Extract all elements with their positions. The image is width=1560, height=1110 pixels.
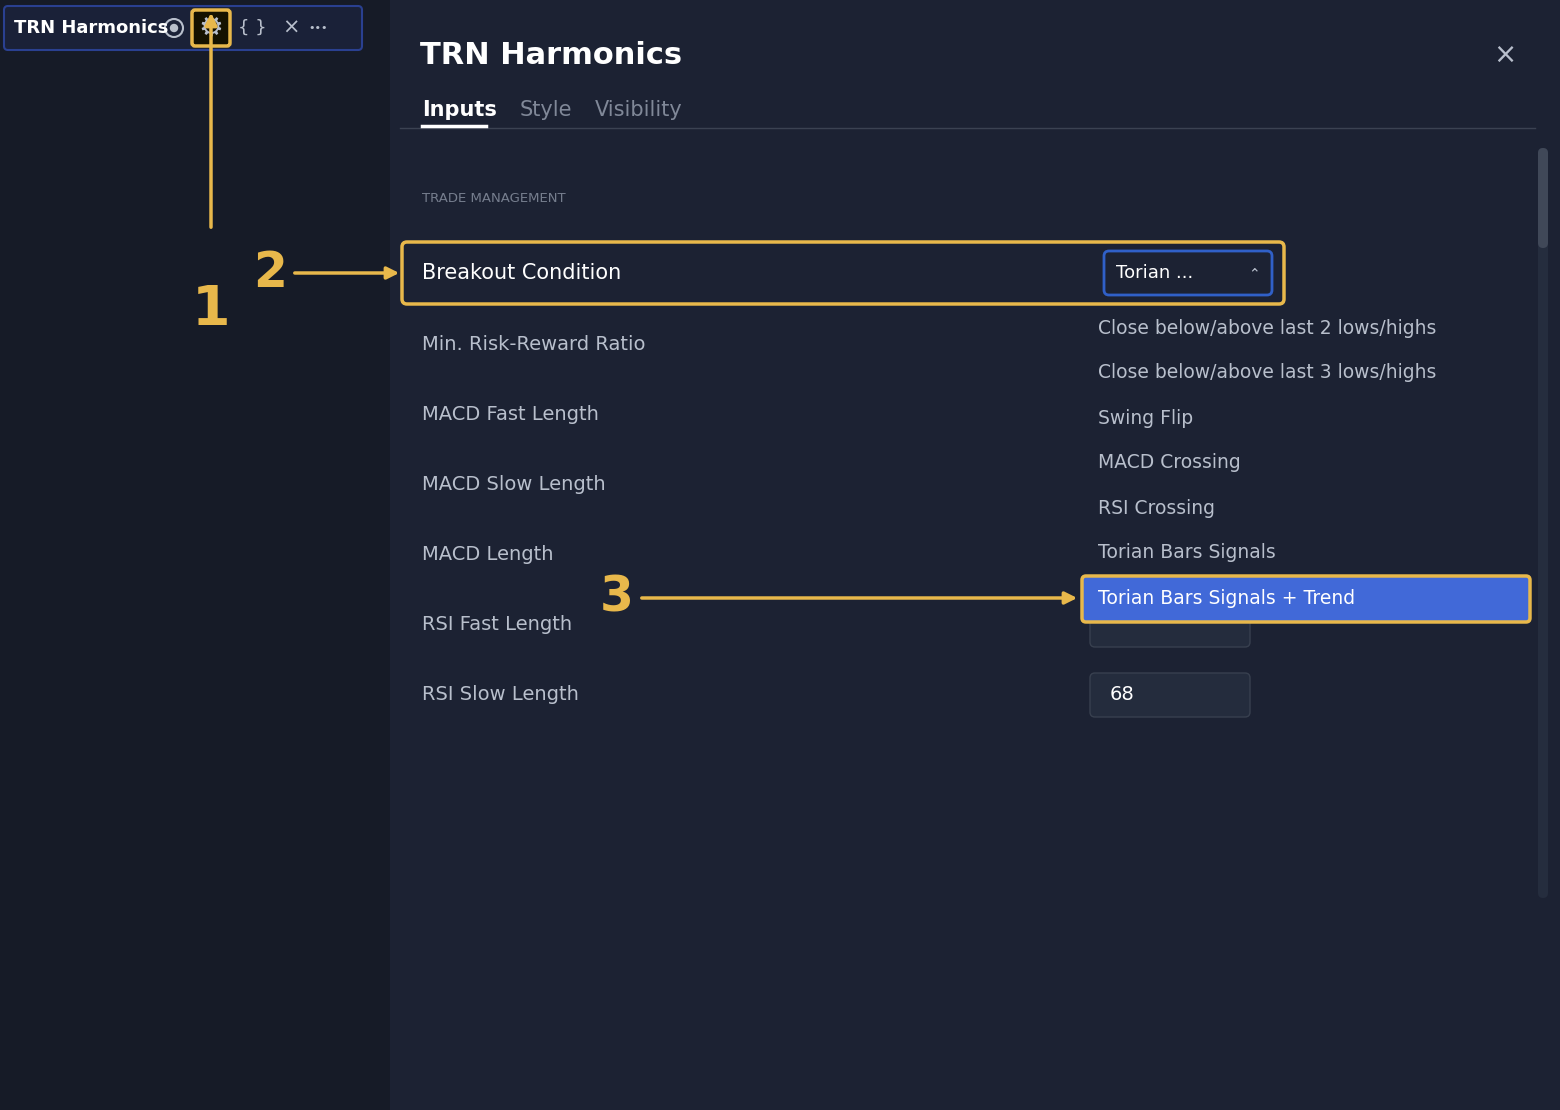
Text: Torian Bars Signals + Trend: Torian Bars Signals + Trend [1098, 588, 1356, 607]
Text: Swing Flip: Swing Flip [1098, 408, 1193, 427]
FancyBboxPatch shape [192, 10, 229, 46]
Text: 1: 1 [192, 283, 231, 337]
FancyBboxPatch shape [1104, 251, 1271, 295]
Text: TRADE MANAGEMENT: TRADE MANAGEMENT [423, 192, 566, 204]
Text: TRN Harmonics: TRN Harmonics [420, 40, 682, 70]
Text: 2: 2 [253, 249, 287, 297]
Text: Breakout Condition: Breakout Condition [423, 263, 621, 283]
Text: ×: × [282, 18, 300, 38]
Text: { }: { } [239, 19, 267, 37]
Text: ⚙: ⚙ [198, 14, 223, 42]
Circle shape [170, 24, 178, 31]
Text: RSI Fast Length: RSI Fast Length [423, 616, 573, 635]
Text: MACD Fast Length: MACD Fast Length [423, 405, 599, 424]
Text: 68: 68 [1111, 686, 1134, 705]
Text: RSI Slow Length: RSI Slow Length [423, 686, 579, 705]
Text: ×: × [1493, 41, 1516, 69]
Text: Torian Bars Signals: Torian Bars Signals [1098, 544, 1276, 563]
Text: Style: Style [519, 100, 573, 120]
FancyBboxPatch shape [1090, 673, 1250, 717]
FancyBboxPatch shape [5, 6, 362, 50]
Text: MACD Slow Length: MACD Slow Length [423, 475, 605, 494]
Text: ⌃: ⌃ [1248, 266, 1260, 280]
Text: MACD Crossing: MACD Crossing [1098, 454, 1240, 473]
Text: Inputs: Inputs [423, 100, 498, 120]
Text: RSI Crossing: RSI Crossing [1098, 498, 1215, 517]
FancyBboxPatch shape [1083, 576, 1530, 622]
Text: TRN Harmonics: TRN Harmonics [14, 19, 168, 37]
Text: Torian ...: Torian ... [1115, 264, 1193, 282]
Text: MACD Length: MACD Length [423, 545, 554, 565]
FancyBboxPatch shape [1538, 148, 1548, 248]
Text: •••: ••• [307, 23, 328, 33]
FancyBboxPatch shape [1090, 603, 1250, 647]
Bar [0, 0, 390, 1110]
Text: Close below/above last 2 lows/highs: Close below/above last 2 lows/highs [1098, 319, 1437, 337]
Bar [390, 0, 1560, 1110]
Text: Min. Risk-Reward Ratio: Min. Risk-Reward Ratio [423, 335, 646, 354]
Text: Visibility: Visibility [594, 100, 683, 120]
FancyBboxPatch shape [1538, 148, 1548, 898]
Text: 3: 3 [601, 574, 633, 622]
Text: Close below/above last 3 lows/highs: Close below/above last 3 lows/highs [1098, 363, 1437, 383]
